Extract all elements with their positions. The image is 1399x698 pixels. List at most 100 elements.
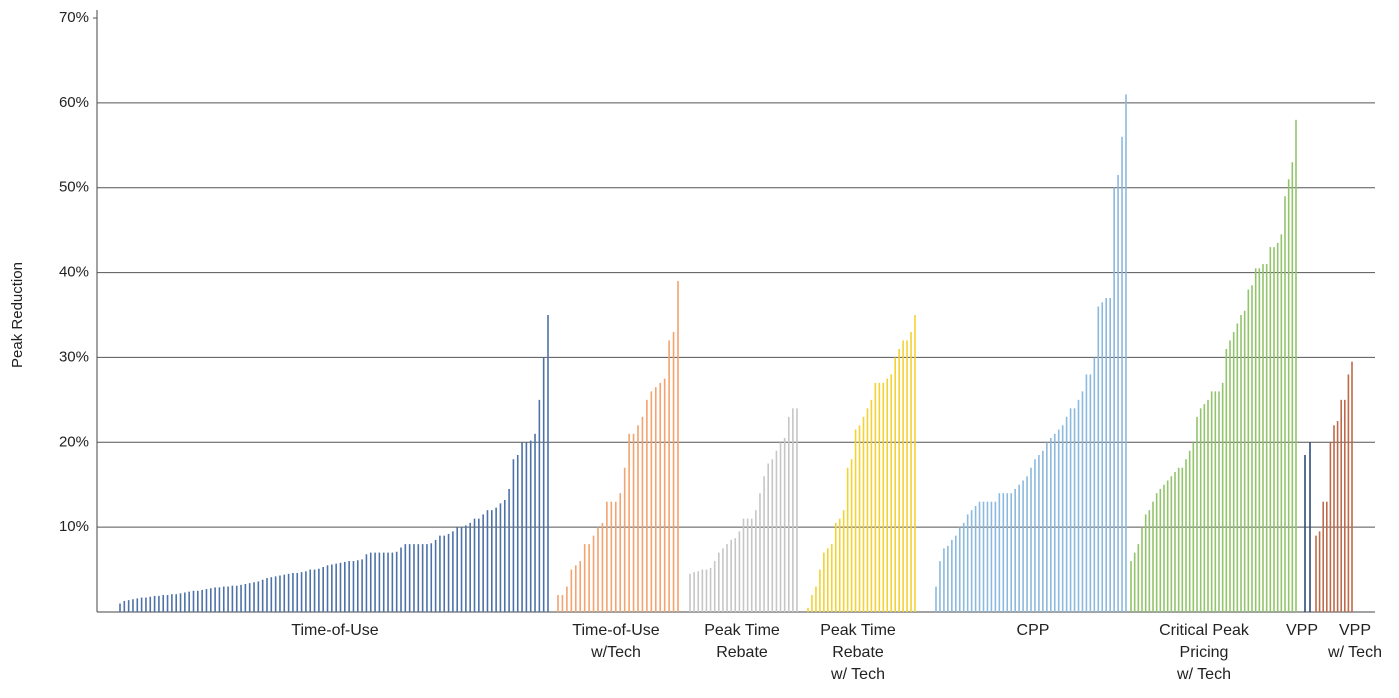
bar [775,450,778,612]
bar [815,586,817,612]
bar [654,387,657,612]
bar [1152,501,1154,612]
bar [1097,306,1100,612]
bar [842,510,845,612]
bar [1269,247,1272,612]
bar [771,459,774,612]
bar [188,591,190,612]
bar [738,531,741,612]
bar [693,572,695,612]
bar [335,563,337,612]
bar [490,510,493,612]
bar [718,552,720,612]
bar [870,399,873,612]
bar [1181,467,1184,612]
bar [1057,429,1060,612]
bar [1304,455,1306,612]
bar [1236,323,1239,612]
bar [352,561,355,612]
bar [935,586,937,612]
bar [637,425,639,612]
bar [179,593,182,612]
bar [592,535,595,612]
bar [1326,501,1328,612]
bar [1329,442,1332,612]
bar [1046,442,1048,612]
bar [266,578,268,612]
bar [755,510,757,612]
y-tick-label: 10% [59,518,89,535]
bar [1276,242,1279,612]
bar [1254,268,1257,612]
bar [910,331,912,612]
bar [331,564,333,612]
bar [1203,404,1206,612]
bar [557,595,559,612]
bar [759,493,761,612]
bar [701,569,704,612]
bar [456,527,459,612]
bar [947,545,949,612]
bar [601,522,604,612]
bar [205,589,208,612]
bar [166,595,169,612]
bar [473,518,476,612]
y-axis-label: Peak Reduction [9,262,26,368]
bar [465,525,467,612]
bar [387,552,389,612]
bar [1034,459,1036,612]
bar [730,539,732,612]
bar [779,442,782,612]
bar [986,501,989,612]
bar [1229,340,1231,612]
bar [201,589,203,612]
bar [1081,391,1084,612]
bar [628,433,630,612]
bar [1318,531,1321,612]
bar [1109,298,1111,612]
bar [132,599,134,612]
bar [430,543,433,612]
bar [1137,544,1140,612]
bar [994,501,997,612]
bar [1038,455,1040,612]
bar [767,463,769,612]
bar [1061,425,1064,612]
bar [998,493,1001,612]
bar [705,569,708,612]
bar [854,429,857,612]
bar [292,572,294,612]
group-label: Time-of-Use w/Tech [572,622,660,661]
bar [374,552,376,612]
bar [610,501,613,612]
bar [614,501,617,612]
bar [123,600,126,612]
bar [1002,493,1005,612]
bar [516,455,519,612]
bar [1247,289,1250,612]
bar [709,567,712,612]
bar [689,573,691,612]
bar [296,572,299,612]
bar [570,569,573,612]
bar [525,442,528,612]
bar [1170,476,1173,612]
bar [796,408,798,612]
bar [982,501,985,612]
group-label: Peak Time Rebate w/ Tech [820,622,896,683]
bar [1185,459,1187,612]
bar [827,548,829,612]
bar [1295,119,1297,612]
bar [619,493,622,612]
bar [561,595,564,612]
bar [1113,187,1115,612]
bar [672,331,675,612]
bar [750,518,753,612]
bar [734,538,737,612]
bar [261,579,264,612]
bar [1166,480,1169,612]
bar [697,571,700,612]
bar [300,572,303,612]
bar [866,408,869,612]
bar [1251,285,1253,612]
